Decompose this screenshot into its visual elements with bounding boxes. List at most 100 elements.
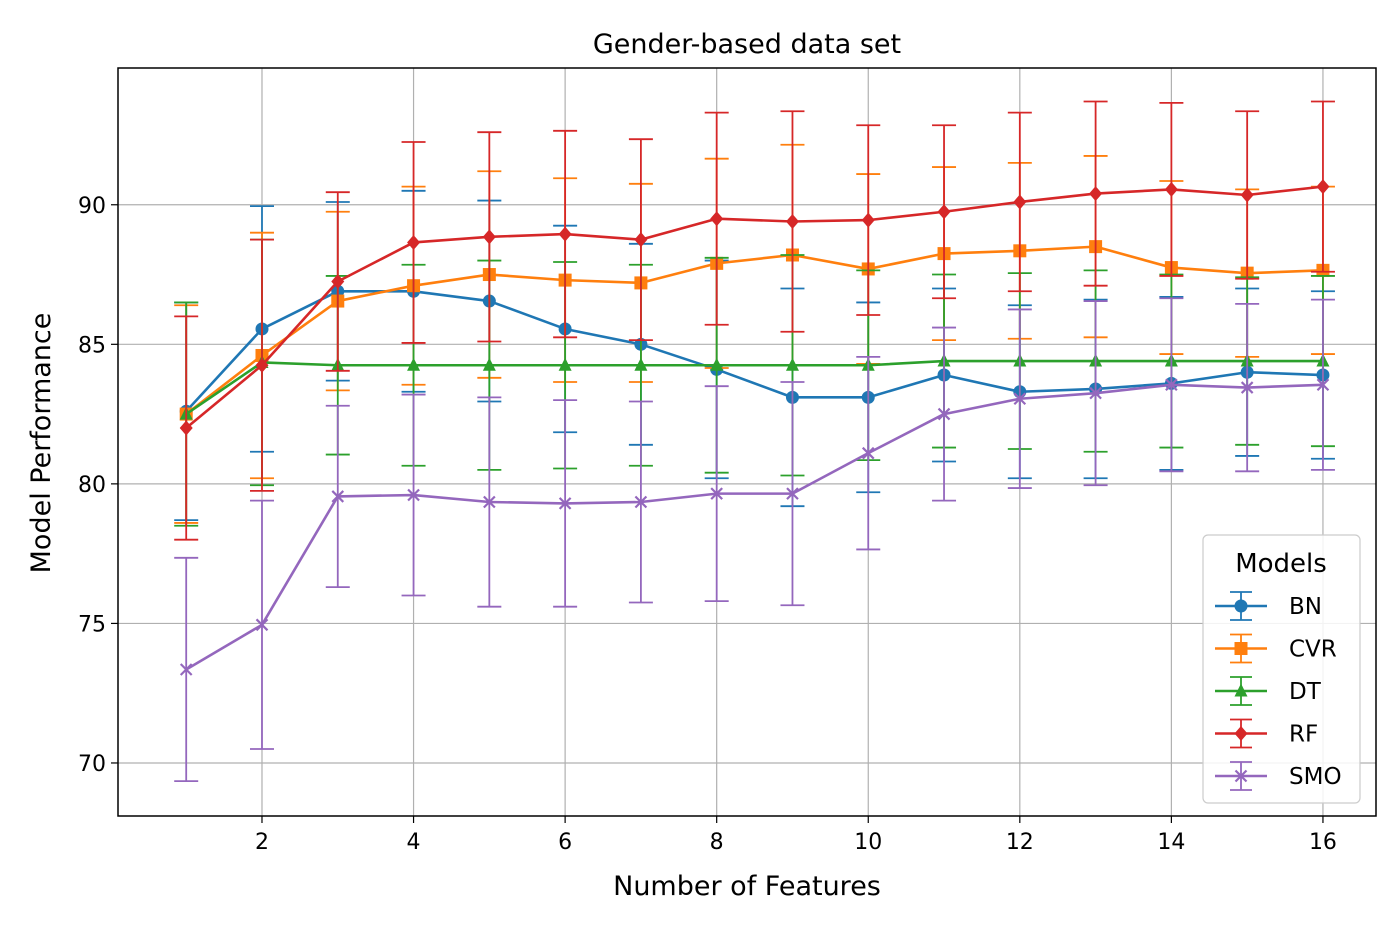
legend-label-rf: RF [1289, 722, 1318, 748]
x-tick-label: 10 [854, 830, 882, 855]
data-point-rf [1013, 194, 1027, 210]
y-tick-label: 70 [78, 752, 106, 777]
data-point-dt [407, 357, 421, 371]
x-marker-stroke [558, 497, 572, 510]
x-tick-label: 8 [710, 830, 724, 855]
data-point-smo [634, 495, 648, 509]
data-point-smo [1240, 381, 1254, 394]
legend-entry-rf: RF [1215, 718, 1318, 749]
legend-label-dt: DT [1289, 679, 1322, 705]
legend-marker [1234, 683, 1248, 697]
plot-frame [117, 67, 1377, 817]
legend: Models BN CVR DT RF SMO [1202, 534, 1361, 804]
x-tick-label: 4 [407, 830, 421, 855]
legend-entry-cvr: CVR [1215, 633, 1337, 664]
x-marker-stroke [1234, 769, 1248, 783]
legend-label-cvr: CVR [1289, 637, 1337, 663]
data-point-dt [634, 357, 648, 371]
data-point-smo [1316, 378, 1330, 392]
series-layer [174, 100, 1335, 783]
data-point-rf [331, 274, 345, 290]
y-axis-label: Model Performance [26, 313, 57, 574]
data-point-smo [1089, 386, 1102, 400]
chart-title: Gender-based data set [593, 29, 901, 60]
data-point-smo [558, 497, 572, 510]
data-point-rf [1316, 179, 1330, 195]
data-point-rf [1164, 181, 1178, 197]
data-point-rf [634, 232, 648, 248]
data-point-smo [710, 487, 723, 500]
legend-label-bn: BN [1289, 594, 1322, 620]
x-marker-stroke [1165, 378, 1178, 392]
data-point-rf [482, 229, 496, 245]
x-marker-stroke [179, 663, 193, 676]
data-point-rf [179, 420, 193, 436]
data-point-smo [483, 495, 496, 509]
y-tick-label: 75 [78, 612, 106, 637]
x-marker-stroke [634, 495, 648, 509]
x-marker-stroke [1316, 378, 1330, 392]
series-rf [174, 100, 1335, 541]
x-tick-label: 12 [1006, 830, 1034, 855]
x-tick-label: 2 [255, 830, 269, 855]
legend-entry-bn: BN [1215, 591, 1322, 621]
legend-marker [1234, 642, 1248, 655]
series-line-dt [185, 359, 1323, 416]
data-point-dt [482, 357, 496, 371]
data-point-dt [785, 357, 799, 371]
data-point-dt [558, 357, 572, 371]
series-line-bn [185, 289, 1323, 413]
legend-label-smo: SMO [1289, 764, 1342, 790]
legend-entry-dt: DT [1215, 676, 1322, 706]
y-tick-label: 90 [78, 194, 106, 219]
legend-marker [1234, 726, 1248, 741]
data-point-rf [937, 204, 951, 220]
data-point-smo [179, 663, 193, 676]
data-point-smo [786, 487, 799, 500]
series-line-smo [185, 383, 1323, 671]
x-axis-label: Number of Features [613, 871, 881, 902]
series-smo [174, 297, 1335, 783]
data-point-smo [331, 490, 345, 503]
data-point-rf [785, 214, 799, 230]
x-marker-stroke [331, 490, 345, 503]
series-line-rf [185, 185, 1324, 430]
x-marker-stroke [1089, 386, 1102, 400]
x-marker-stroke [710, 487, 723, 500]
data-point-smo [407, 488, 420, 502]
data-point-smo [937, 407, 951, 421]
data-point-rf [255, 357, 269, 373]
x-tick-label: 14 [1157, 830, 1185, 855]
data-point-rf [710, 211, 724, 227]
x-marker-stroke [255, 618, 269, 632]
x-marker-stroke [483, 495, 496, 509]
data-point-rf [558, 226, 572, 242]
data-point-dt [710, 357, 724, 371]
x-marker-stroke [407, 488, 420, 502]
x-marker-stroke [861, 446, 875, 460]
x-marker-stroke [786, 487, 799, 500]
series-line-cvr [185, 245, 1323, 416]
y-tick-label: 85 [78, 333, 106, 358]
data-point-rf [861, 212, 875, 228]
legend-marker [1234, 769, 1248, 783]
legend-entries: BN CVR DT RF SMO [1215, 591, 1342, 791]
data-point-rf [1240, 187, 1254, 203]
data-point-smo [255, 618, 269, 632]
data-point-smo [1013, 392, 1027, 406]
axis-ticks: 2 4 6 8 10 12 14 16 70 75 80 85 90 [78, 194, 1337, 855]
data-point-smo [1165, 378, 1178, 392]
legend-title: Models [1235, 549, 1327, 579]
x-marker-stroke [1013, 392, 1027, 406]
x-tick-label: 6 [558, 830, 572, 855]
data-point-smo [861, 446, 875, 460]
legend-marker [1234, 599, 1248, 613]
data-point-rf [407, 234, 421, 250]
x-marker-stroke [937, 407, 951, 421]
y-tick-label: 80 [78, 473, 106, 498]
x-tick-label: 16 [1309, 830, 1337, 855]
x-marker-stroke [1240, 381, 1254, 394]
legend-entry-smo: SMO [1215, 761, 1342, 791]
